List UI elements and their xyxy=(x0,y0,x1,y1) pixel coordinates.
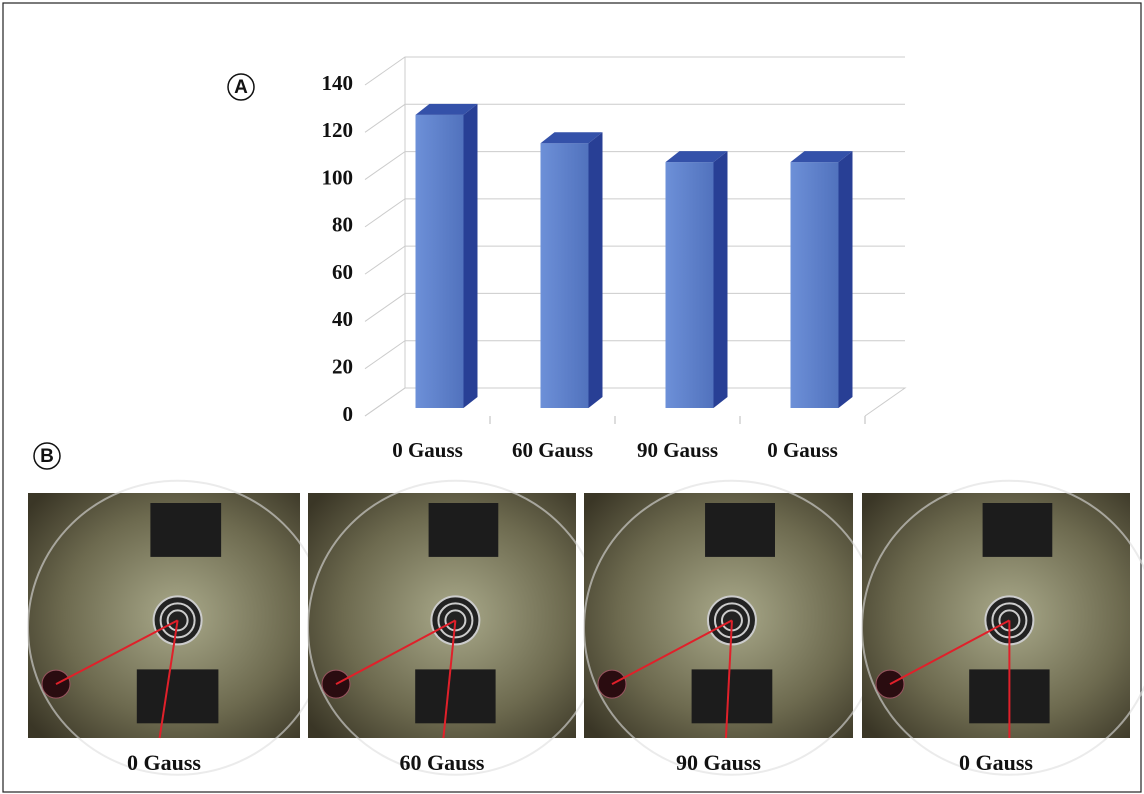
panel-label: B xyxy=(40,446,54,467)
photo xyxy=(862,481,1144,775)
magnet-top xyxy=(150,503,221,557)
photo xyxy=(308,481,603,775)
bar xyxy=(791,151,853,408)
bar-side xyxy=(839,151,853,408)
x-tick-label: 60 Gauss xyxy=(512,438,593,462)
magnet-bottom xyxy=(692,669,773,723)
y-tick-label: 80 xyxy=(332,213,353,237)
bar-front xyxy=(416,115,464,408)
magnet-bottom xyxy=(137,669,219,723)
bar-chart: 0 20 40 60 80 100 120 140 0 Gauss 60 Gauss 90 Gaus… xyxy=(322,57,906,462)
panel-label: A xyxy=(234,77,248,98)
photo-caption: 60 Gauss xyxy=(400,750,485,775)
x-tick-label: 90 Gauss xyxy=(637,438,718,462)
bar-front xyxy=(666,162,714,408)
y-tick-label: 100 xyxy=(322,165,354,189)
photo xyxy=(28,481,327,775)
photo-caption: 90 Gauss xyxy=(676,750,761,775)
photo-caption: 0 Gauss xyxy=(127,750,201,775)
y-tick-label: 60 xyxy=(332,260,353,284)
panel-label-b: B xyxy=(34,443,60,469)
magnet-top xyxy=(429,503,499,557)
photo-caption: 0 Gauss xyxy=(959,750,1033,775)
bar xyxy=(666,151,728,408)
bar xyxy=(541,132,603,408)
bar-front xyxy=(541,143,589,408)
magnet-top xyxy=(983,503,1053,557)
x-tick-label: 0 Gauss xyxy=(392,438,463,462)
grid-line xyxy=(365,57,905,85)
photo xyxy=(584,481,880,775)
x-tick-label: 0 Gauss xyxy=(767,438,838,462)
bar-side xyxy=(714,151,728,408)
bar-front xyxy=(791,162,839,408)
magnet-top xyxy=(705,503,775,557)
y-tick-label: 120 xyxy=(322,118,354,142)
bar-side xyxy=(589,132,603,408)
bar-side xyxy=(464,104,478,408)
magnet-bottom xyxy=(415,669,495,723)
bar xyxy=(416,104,478,408)
y-tick-label: 0 xyxy=(343,402,354,426)
photo-strip: 0 Gauss 60 Gauss 90 Gauss 0 Gauss xyxy=(28,481,1144,775)
y-tick-label: 40 xyxy=(332,307,353,331)
y-tick-label: 20 xyxy=(332,355,353,379)
panel-label-a: A xyxy=(228,74,254,100)
figure: A B 0 20 40 60 80 100 120 140 0 Gauss 60 Gauss 90 … xyxy=(0,0,1144,794)
y-tick-label: 140 xyxy=(322,71,354,95)
